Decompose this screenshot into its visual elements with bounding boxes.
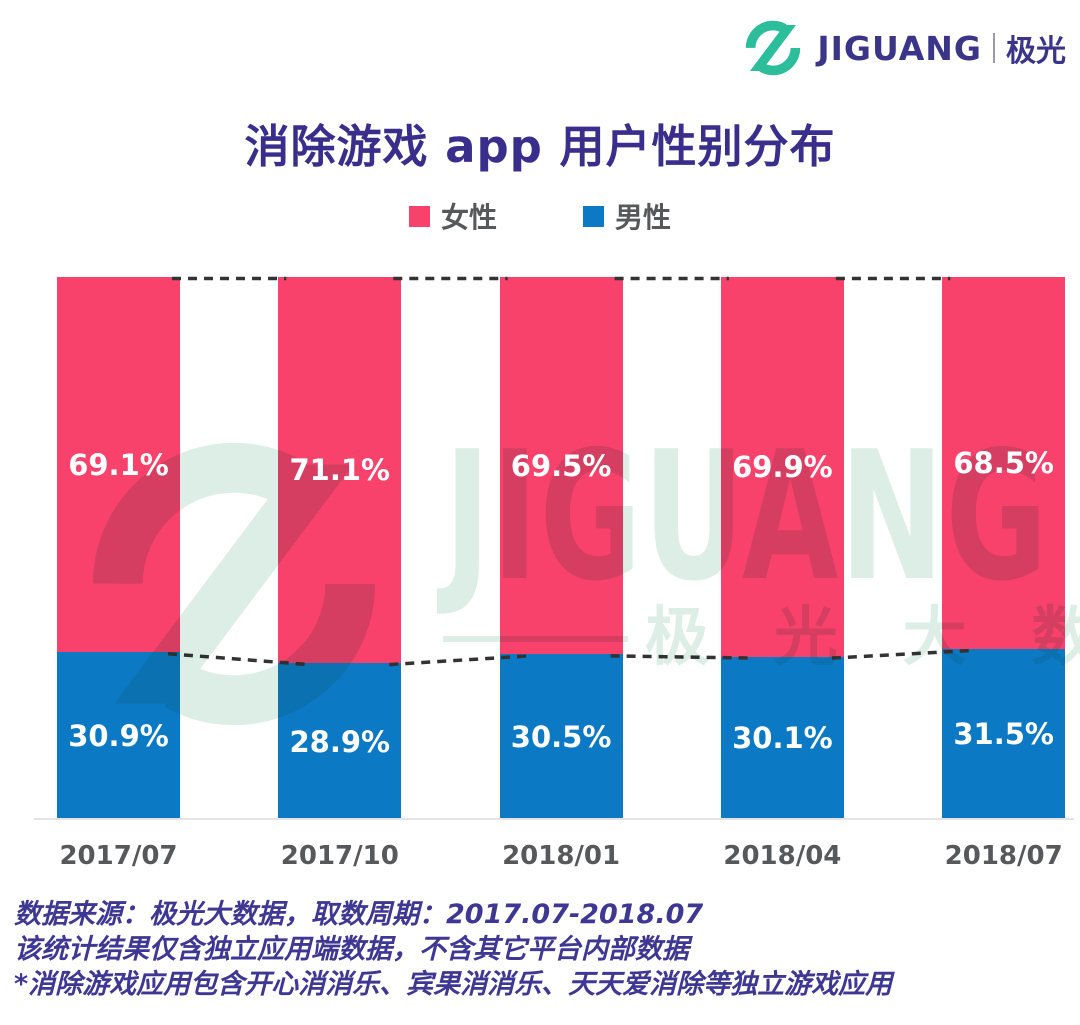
dashed-connector [831,648,973,660]
female-value-label: 68.5% [953,445,1054,480]
watermark-text-wrap: JIGUANG [444,428,1049,606]
male-value-label: 28.9% [289,724,391,759]
brand-divider [993,33,995,63]
female-value-label: 69.1% [68,447,169,482]
bar-group-2017/07 [57,277,180,820]
dashed-connector [167,651,309,667]
bar-group-2018/01 [499,277,623,820]
legend-item-male: 男性 [583,196,671,236]
bar-group-2018/04 [720,277,844,820]
male-value-label: 31.5% [953,717,1054,752]
bar-group-2017/10 [278,277,402,820]
male-value-label: 30.1% [732,721,833,756]
footer-line-apps: *消除游戏应用包含开心消消乐、宾果消消乐、天天爱消除等独立游戏应用 [14,969,893,1000]
female-segment [499,277,623,655]
female-value-label: 69.9% [732,449,833,484]
chart-title: 消除游戏 app 用户性别分布 [244,120,836,173]
male-segment [942,648,1066,820]
watermark-logo-icon [68,418,400,750]
x-axis-label: 2017/07 [59,841,178,871]
brand-name-chinese: 极光 [1006,34,1066,69]
female-segment [942,277,1066,649]
female-segment [57,277,180,653]
legend-label-female: 女性 [440,201,497,234]
male-value-label: 30.9% [68,719,169,754]
male-segment [278,663,402,820]
legend-item-female: 女性 [408,196,497,236]
brand-name: JIGUANG [817,28,982,68]
jiguang-logo-icon [741,16,805,80]
legend: 女性 男性 [0,196,1080,236]
male-segment [499,654,623,820]
watermark-subtext: 极 光 大 数 据 [645,601,1080,675]
bar-group-2018/07 [942,277,1066,820]
x-axis-label: 2018/01 [502,841,621,871]
x-axis-label: 2018/07 [944,841,1063,871]
male-color-swatch [583,205,604,227]
x-axis-label: 2018/04 [723,841,842,871]
female-segment [720,277,844,657]
footer-line-source: 数据来源：极光大数据，取数周期：2017.07-2018.07 [14,899,704,930]
male-segment [720,656,844,820]
female-segment [278,277,402,664]
footer-line-scope: 该统计结果仅含独立应用端数据，不含其它平台内部数据 [14,934,689,965]
dashed-connector [389,654,530,667]
x-axis-label: 2017/10 [280,841,399,871]
watermark-text: JIGUANG [444,413,1050,620]
legend-label-male: 男性 [615,201,672,234]
female-color-swatch [408,205,430,227]
x-axis-baseline [34,818,1074,820]
footer-notes: 数据来源：极光大数据，取数周期：2017.07-2018.07 该统计结果仅含独… [14,897,892,1002]
male-segment [57,652,180,820]
watermark-dash-rule [443,636,628,642]
male-value-label: 30.5% [510,720,612,755]
female-value-label: 71.1% [289,453,391,488]
dashed-connector [610,654,751,660]
brand-lockup: JIGUANG 极光 [741,16,1066,80]
female-value-label: 69.5% [510,448,612,483]
